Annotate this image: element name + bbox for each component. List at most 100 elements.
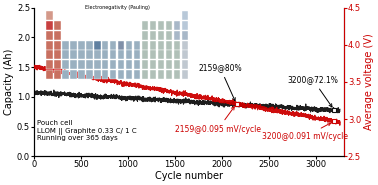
FancyBboxPatch shape [158,31,164,40]
FancyBboxPatch shape [70,70,77,79]
FancyBboxPatch shape [158,70,164,79]
FancyBboxPatch shape [94,41,101,50]
FancyBboxPatch shape [126,50,132,59]
FancyBboxPatch shape [110,60,116,69]
FancyBboxPatch shape [70,50,77,59]
FancyBboxPatch shape [158,50,164,59]
FancyBboxPatch shape [166,31,172,40]
FancyBboxPatch shape [174,50,180,59]
FancyBboxPatch shape [142,31,149,40]
FancyBboxPatch shape [62,50,68,59]
FancyBboxPatch shape [174,60,180,69]
FancyBboxPatch shape [150,21,156,30]
Text: Pouch cell: Pouch cell [37,120,73,126]
FancyBboxPatch shape [126,41,132,50]
FancyBboxPatch shape [166,70,172,79]
Text: 2159@80%: 2159@80% [198,63,242,101]
FancyBboxPatch shape [174,41,180,50]
FancyBboxPatch shape [150,41,156,50]
FancyBboxPatch shape [142,21,149,30]
FancyBboxPatch shape [166,60,172,69]
FancyBboxPatch shape [46,60,53,69]
FancyBboxPatch shape [102,50,108,59]
FancyBboxPatch shape [182,11,188,20]
FancyBboxPatch shape [142,60,149,69]
FancyBboxPatch shape [150,70,156,79]
X-axis label: Cycle number: Cycle number [155,171,223,181]
FancyBboxPatch shape [118,70,124,79]
FancyBboxPatch shape [150,60,156,69]
FancyBboxPatch shape [78,70,85,79]
FancyBboxPatch shape [174,31,180,40]
FancyBboxPatch shape [46,11,53,20]
FancyBboxPatch shape [142,50,149,59]
FancyBboxPatch shape [78,60,85,69]
FancyBboxPatch shape [78,41,85,50]
Y-axis label: Capacity (Ah): Capacity (Ah) [4,49,14,115]
FancyBboxPatch shape [126,60,132,69]
FancyBboxPatch shape [166,50,172,59]
FancyBboxPatch shape [110,41,116,50]
FancyBboxPatch shape [94,50,101,59]
FancyBboxPatch shape [166,41,172,50]
FancyBboxPatch shape [182,41,188,50]
FancyBboxPatch shape [182,50,188,59]
FancyBboxPatch shape [174,70,180,79]
Text: Electronegativity (Pauling): Electronegativity (Pauling) [85,5,150,10]
FancyBboxPatch shape [102,60,108,69]
FancyBboxPatch shape [150,31,156,40]
FancyBboxPatch shape [126,70,132,79]
FancyBboxPatch shape [54,41,60,50]
FancyBboxPatch shape [62,70,68,79]
FancyBboxPatch shape [102,41,108,50]
FancyBboxPatch shape [62,60,68,69]
FancyBboxPatch shape [54,50,60,59]
FancyBboxPatch shape [118,60,124,69]
FancyBboxPatch shape [46,31,53,40]
FancyBboxPatch shape [46,70,53,79]
Text: 2159@0.095 mV/cycle: 2159@0.095 mV/cycle [175,107,261,134]
FancyBboxPatch shape [110,70,116,79]
FancyBboxPatch shape [54,21,60,30]
FancyBboxPatch shape [62,41,68,50]
FancyBboxPatch shape [150,50,156,59]
FancyBboxPatch shape [142,41,149,50]
FancyBboxPatch shape [110,50,116,59]
FancyBboxPatch shape [158,21,164,30]
FancyBboxPatch shape [118,41,124,50]
FancyBboxPatch shape [166,21,172,30]
FancyBboxPatch shape [78,50,85,59]
FancyBboxPatch shape [182,31,188,40]
FancyBboxPatch shape [54,70,60,79]
Text: LLOM || Graphite 0.33 C/ 1 C: LLOM || Graphite 0.33 C/ 1 C [37,128,137,135]
FancyBboxPatch shape [54,60,60,69]
FancyBboxPatch shape [134,41,140,50]
FancyBboxPatch shape [46,21,53,30]
Text: 3200@0.091 mV/cycle: 3200@0.091 mV/cycle [262,123,348,141]
FancyBboxPatch shape [86,41,93,50]
FancyBboxPatch shape [118,50,124,59]
FancyBboxPatch shape [46,41,53,50]
FancyBboxPatch shape [94,70,101,79]
Y-axis label: Average voltage (V): Average voltage (V) [364,34,374,130]
FancyBboxPatch shape [134,50,140,59]
FancyBboxPatch shape [142,70,149,79]
FancyBboxPatch shape [182,60,188,69]
FancyBboxPatch shape [70,60,77,69]
FancyBboxPatch shape [182,70,188,79]
FancyBboxPatch shape [70,41,77,50]
FancyBboxPatch shape [94,60,101,69]
FancyBboxPatch shape [158,60,164,69]
Text: 3200@72.1%: 3200@72.1% [287,75,338,107]
FancyBboxPatch shape [182,21,188,30]
Text: Running over 365 days: Running over 365 days [37,135,118,142]
FancyBboxPatch shape [134,60,140,69]
FancyBboxPatch shape [46,50,53,59]
FancyBboxPatch shape [102,70,108,79]
FancyBboxPatch shape [134,70,140,79]
FancyBboxPatch shape [174,21,180,30]
FancyBboxPatch shape [86,70,93,79]
FancyBboxPatch shape [86,50,93,59]
FancyBboxPatch shape [86,60,93,69]
FancyBboxPatch shape [54,31,60,40]
